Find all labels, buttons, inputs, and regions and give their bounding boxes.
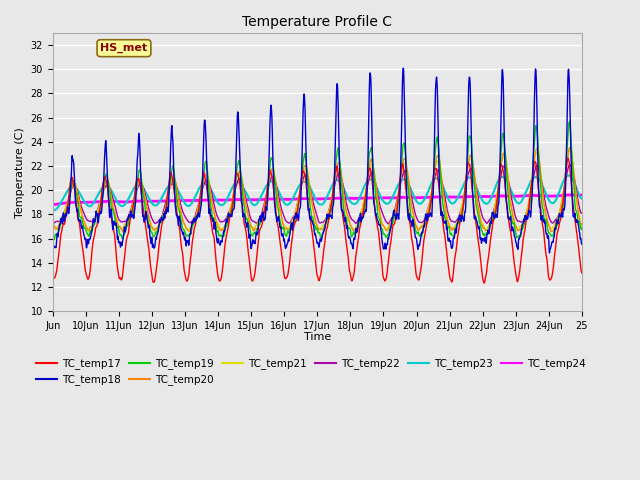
X-axis label: Time: Time: [304, 333, 331, 342]
Y-axis label: Temperature (C): Temperature (C): [15, 127, 25, 217]
Title: Temperature Profile C: Temperature Profile C: [243, 15, 392, 29]
Legend: TC_temp17, TC_temp18, TC_temp19, TC_temp20, TC_temp21, TC_temp22, TC_temp23, TC_: TC_temp17, TC_temp18, TC_temp19, TC_temp…: [31, 354, 590, 390]
Text: HS_met: HS_met: [100, 43, 147, 53]
